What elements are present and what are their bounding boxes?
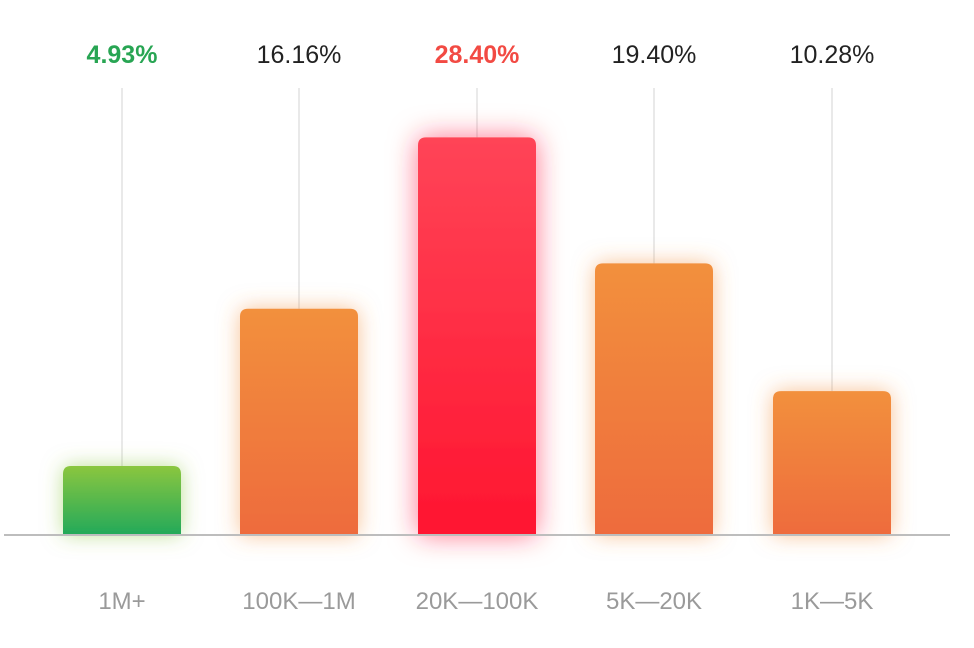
bar-20k-100k — [418, 137, 536, 535]
bar-1m — [63, 465, 181, 535]
category-label-1m: 1M+ — [98, 588, 145, 615]
value-labels: 4.93% 16.16% 28.40% 19.40% 10.28% — [87, 41, 875, 69]
bar-1k-5k — [773, 391, 891, 535]
bar-100k-1m — [240, 308, 358, 535]
value-label-1k-5k: 10.28% — [790, 41, 875, 69]
value-label-100k-1m: 16.16% — [257, 41, 342, 69]
category-label-1k-5k: 1K—5K — [791, 588, 874, 615]
value-label-1m: 4.93% — [87, 41, 158, 69]
category-label-100k-1m: 100K—1M — [242, 588, 355, 615]
category-label-5k-20k: 5K—20K — [606, 588, 702, 615]
value-label-20k-100k: 28.40% — [435, 41, 520, 69]
value-label-5k-20k: 19.40% — [612, 41, 697, 69]
category-labels: 1M+ 100K—1M 20K—100K 5K—20K 1K—5K — [98, 588, 873, 615]
category-label-20k-100k: 20K—100K — [416, 588, 539, 615]
guide-lines — [121, 88, 833, 466]
bars — [63, 137, 891, 535]
bar-5k-20k — [595, 263, 713, 535]
